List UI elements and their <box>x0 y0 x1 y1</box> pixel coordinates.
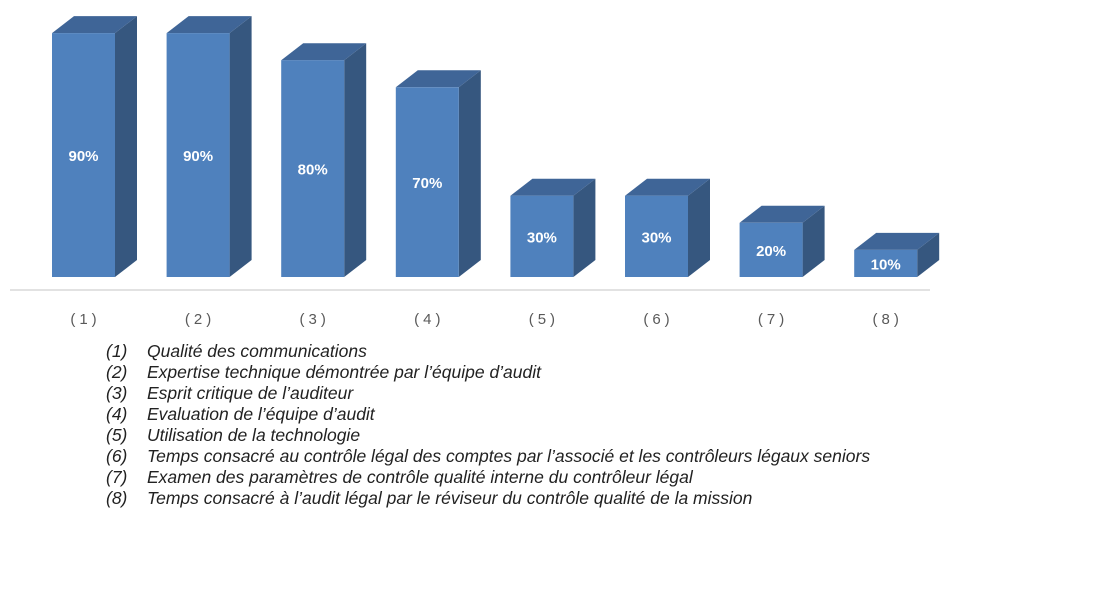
legend-item: (8) Temps consacré à l’audit légal par le… <box>106 488 1100 509</box>
bar <box>166 33 230 277</box>
bar-side <box>573 178 596 277</box>
legend-item: (7) Examen des paramètres de contrôle qua… <box>106 467 1100 488</box>
legend-number: (3) <box>106 383 128 403</box>
legend-number: (5) <box>106 425 128 445</box>
value-label: 30% <box>527 229 557 246</box>
legend-number: (2) <box>106 362 128 382</box>
bar <box>281 60 345 278</box>
legend-item: (1) Qualité des communications <box>106 341 1100 362</box>
legend-number: (7) <box>106 467 128 487</box>
legend-item: (2) Expertise technique démontrée par l’é… <box>106 362 1100 383</box>
bar-top <box>166 16 252 34</box>
legend-number: (1) <box>106 341 128 361</box>
bar-top <box>52 16 137 34</box>
legend-item: (3) Esprit critique de l’auditeur <box>106 383 1100 404</box>
legend-item: (4) Evaluation de l’équipe d’audit <box>106 404 1100 425</box>
legend-number: (8) <box>106 488 128 508</box>
legend-text: Evaluation de l’équipe d’audit <box>147 404 375 424</box>
value-label: 10% <box>871 256 901 273</box>
legend-text: Temps consacré au contrôle légal des com… <box>147 446 871 466</box>
legend-number: (4) <box>106 404 128 424</box>
legend-text: Temps consacré à l’audit légal par le ré… <box>147 488 753 508</box>
legend-item: (6) Temps consacré au contrôle légal des … <box>106 446 1100 467</box>
legend-text: Utilisation de la technologie <box>147 425 361 445</box>
bar-side <box>115 16 137 277</box>
bar <box>395 87 459 277</box>
bar-side <box>802 205 825 277</box>
legend-text: Qualité des communications <box>147 341 367 361</box>
chart: 90% (1) 90% (2) 80% (3) 70% (4) 30% (5) 30% (6) 20% (… <box>10 16 940 328</box>
value-label: 80% <box>298 162 328 179</box>
bar <box>52 33 115 277</box>
value-label: 20% <box>756 243 786 260</box>
legend-text: Examen des paramètres de contrôle qualit… <box>147 467 693 487</box>
legend-text: Expertise technique démontrée par l’équi… <box>147 362 542 382</box>
x-tick-label: (8) <box>873 311 903 328</box>
bar <box>854 249 918 277</box>
legend-item: (5) Utilisation de la technologie <box>106 425 1100 446</box>
bar <box>739 222 803 277</box>
bar-top <box>510 178 596 196</box>
bar-top <box>281 43 367 61</box>
value-label: 90% <box>183 148 213 165</box>
x-tick-label: (6) <box>643 311 673 328</box>
bar-top <box>854 232 940 250</box>
bar-side <box>917 232 940 277</box>
legend-text: Esprit critique de l’auditeur <box>147 383 354 403</box>
value-label: 70% <box>412 175 442 192</box>
x-tick-label: (1) <box>70 311 100 328</box>
bar-side <box>688 178 710 277</box>
value-label: 30% <box>641 229 671 246</box>
bar-side <box>458 70 481 277</box>
x-tick-label: (5) <box>529 311 559 328</box>
bar-top <box>395 70 481 88</box>
legend: (1) Qualité des communications (2) Expertis… <box>106 341 1100 509</box>
legend-number: (6) <box>106 446 128 466</box>
x-tick-label: (4) <box>414 311 444 328</box>
bar <box>510 195 574 277</box>
x-tick-label: (2) <box>185 311 215 328</box>
x-tick-label: (7) <box>758 311 788 328</box>
bar <box>625 195 688 277</box>
x-tick-label: (3) <box>300 311 330 328</box>
bar-top <box>625 178 710 196</box>
bar-side <box>229 16 252 277</box>
value-label: 90% <box>68 148 98 165</box>
bar-side <box>344 43 367 278</box>
bar-top <box>739 205 825 223</box>
